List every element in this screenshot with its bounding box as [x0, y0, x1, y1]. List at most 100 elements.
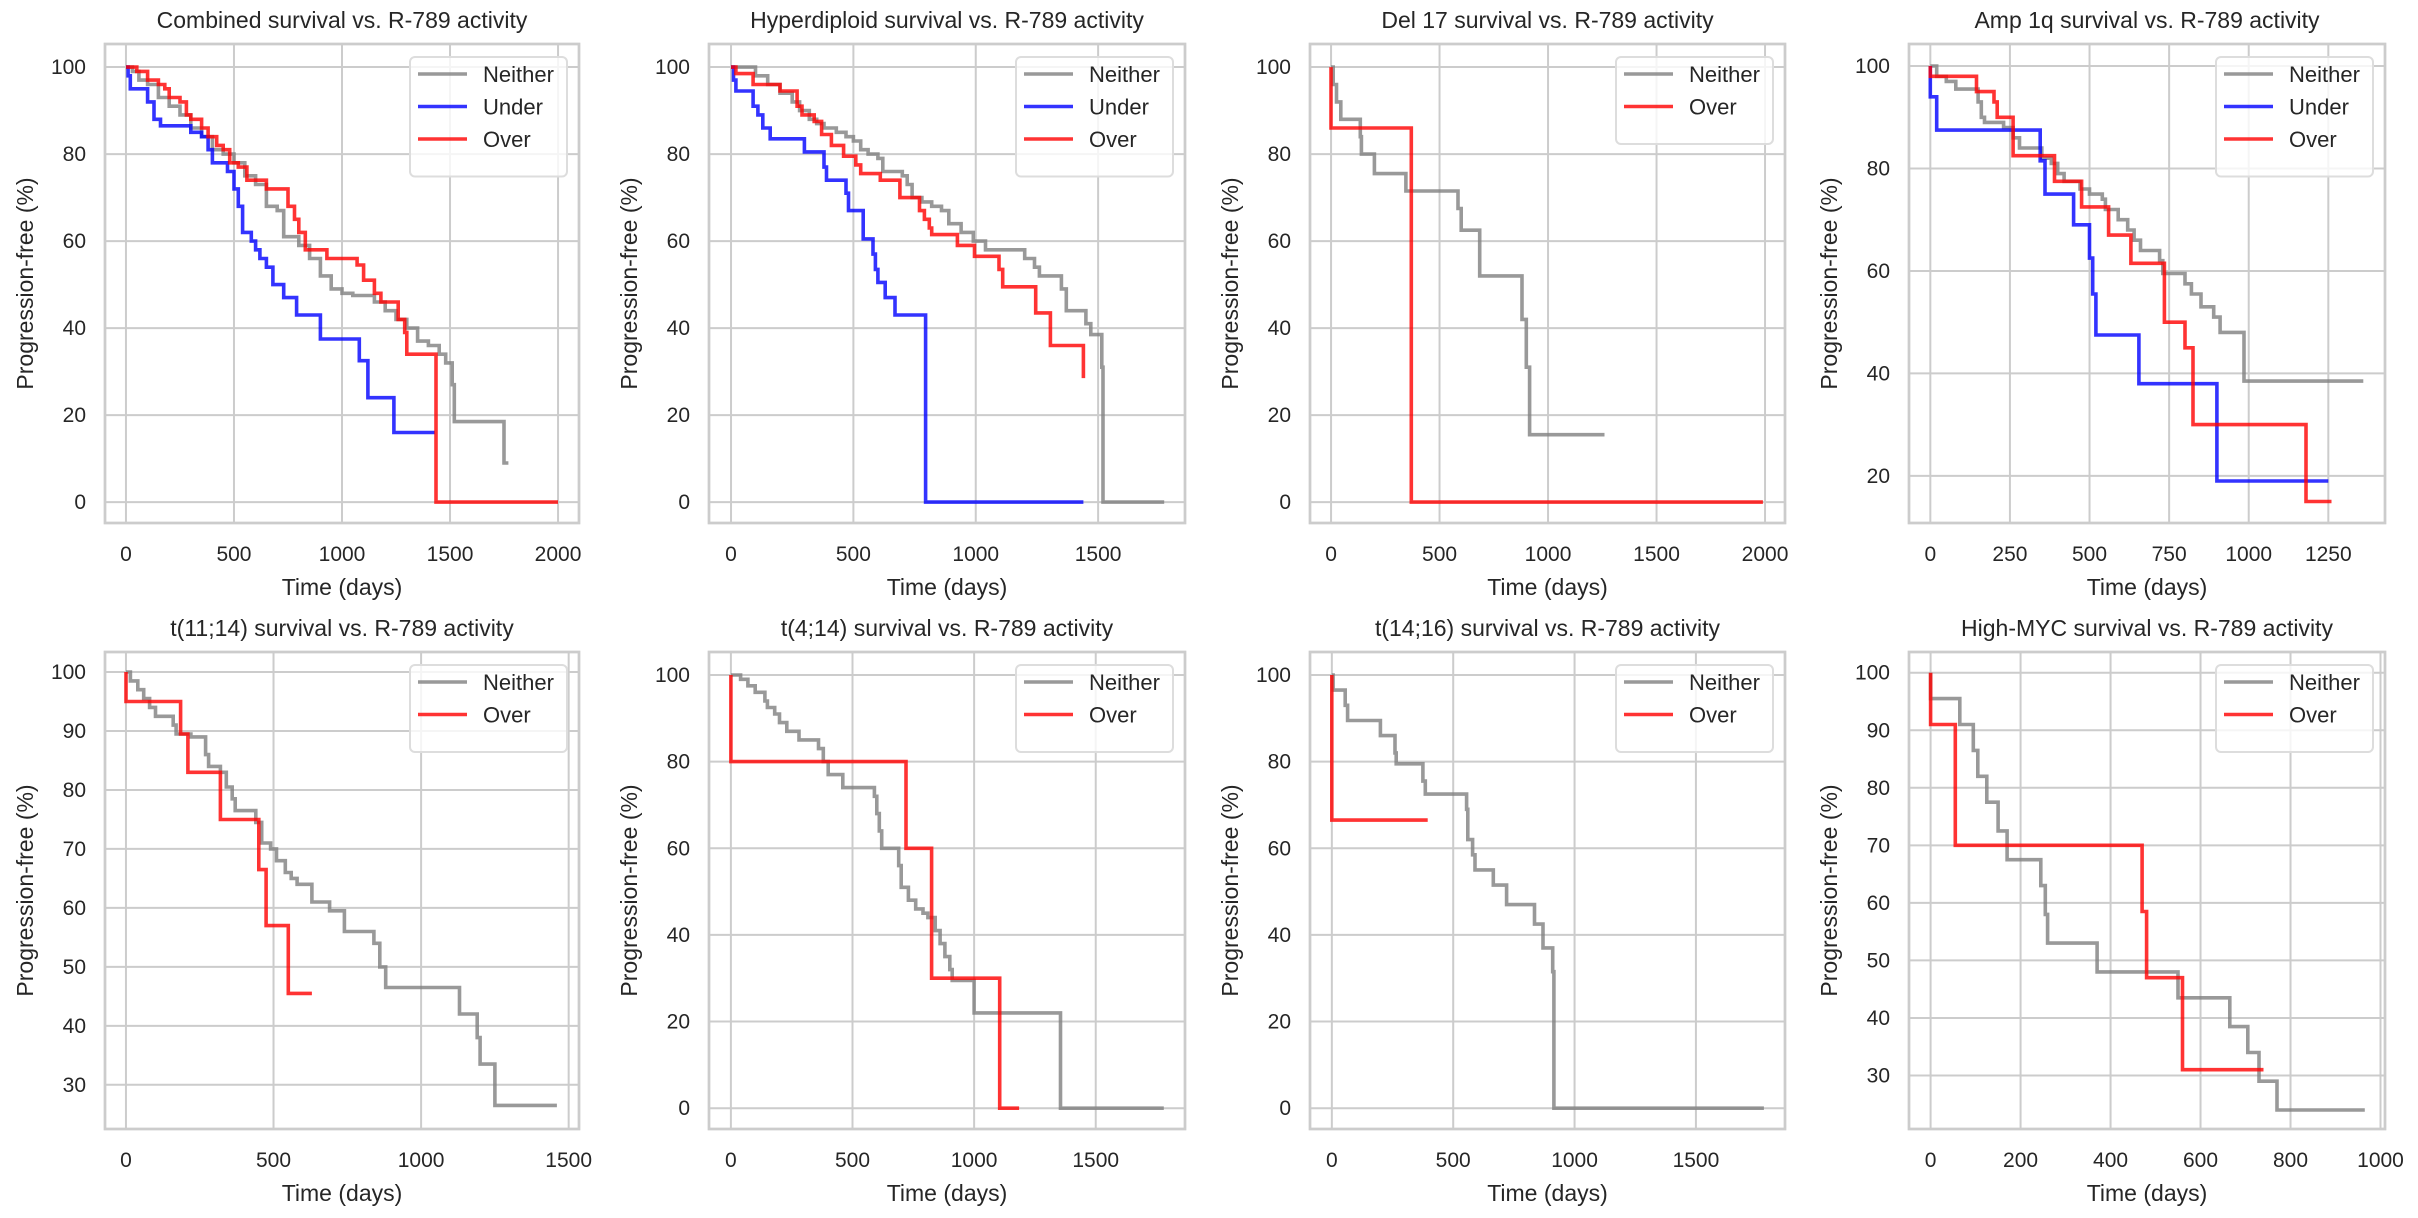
x-tick-label: 0: [1924, 543, 1936, 566]
y-tick-label: 40: [1268, 924, 1291, 947]
legend-label: Neither: [2289, 670, 2360, 695]
legend-box: [1615, 664, 1774, 753]
y-tick-label: 80: [667, 751, 690, 774]
curve-over: [1330, 675, 1428, 822]
curve-neither: [1930, 64, 2364, 383]
x-tick-label: 1500: [1673, 1149, 1720, 1172]
legend-item-over: Over: [418, 127, 531, 152]
legend-label: Neither: [483, 62, 554, 87]
x-tick-label: 0: [120, 1149, 132, 1172]
x-tick-label: 0: [1325, 543, 1337, 566]
x-tick-label: 2000: [535, 543, 582, 566]
x-tick-label: 600: [2183, 1149, 2218, 1172]
legend-label: Under: [483, 95, 543, 120]
legend: Neither Under Over: [1015, 56, 1174, 178]
legend-item-over: Over: [1624, 703, 1737, 728]
panel-combined: 0 500 1000 1500 2000 0 20 40 60 80 100 Combined sur…: [12, 7, 581, 600]
x-tick-label: 1500: [545, 1149, 592, 1172]
y-tick-label: 60: [1268, 837, 1291, 860]
y-tick-label: 60: [1867, 892, 1890, 915]
legend-item-over: Over: [1024, 703, 1137, 728]
panel-t-14-16: 0 500 1000 1500 0 20 40 60 80 100 t(14;16) surviva…: [1217, 615, 1787, 1206]
y-tick-label: 90: [63, 720, 86, 743]
panel-title: Hyperdiploid survival vs. R-789 activity: [750, 7, 1144, 33]
legend-label: Over: [483, 703, 531, 728]
legend-box: [1015, 664, 1174, 753]
x-axis-label: Time (days): [887, 574, 1008, 600]
curve-under: [731, 65, 1084, 504]
x-tick-label: 500: [256, 1149, 291, 1172]
x-tick-label: 2000: [1742, 543, 1789, 566]
plot-border: [103, 42, 581, 525]
y-tick-label: 40: [667, 317, 690, 340]
y-tick-label: 60: [1268, 230, 1291, 253]
x-tick-label: 1000: [319, 543, 366, 566]
x-axis-label: Time (days): [282, 1180, 403, 1206]
y-tick-label: 30: [63, 1074, 86, 1097]
y-tick-label: 60: [63, 897, 86, 920]
legend-label: Over: [2289, 703, 2337, 728]
y-tick-label: 50: [63, 956, 86, 979]
plot-border: [1308, 650, 1787, 1131]
legend-item-neither: Neither: [1024, 670, 1160, 695]
legend-label: Over: [1089, 127, 1137, 152]
legend-box: [1615, 56, 1774, 145]
plot-border: [707, 650, 1187, 1131]
curve-over: [1928, 66, 2332, 504]
legend-box: [1015, 56, 1174, 178]
x-tick-label: 0: [725, 543, 737, 566]
x-tick-label: 1500: [427, 543, 474, 566]
x-tick-label: 1250: [2305, 543, 2352, 566]
y-tick-label: 60: [1867, 260, 1890, 283]
x-tick-label: 750: [2152, 543, 2187, 566]
x-tick-label: 1000: [1525, 543, 1572, 566]
legend-item-over: Over: [2224, 127, 2337, 152]
y-tick-label: 100: [51, 661, 86, 684]
legend-item-neither: Neither: [2224, 62, 2360, 87]
x-tick-label: 1000: [1551, 1149, 1598, 1172]
y-axis-label: Progression-free (%): [616, 784, 642, 996]
y-tick-label: 80: [63, 779, 86, 802]
plot-border: [707, 42, 1187, 525]
x-axis-label: Time (days): [2087, 1180, 2208, 1206]
x-tick-label: 1000: [2225, 543, 2272, 566]
curve-neither: [1928, 672, 2365, 1112]
panel-title: t(14;16) survival vs. R-789 activity: [1375, 615, 1721, 641]
x-tick-label: 0: [725, 1149, 737, 1172]
plot-border: [1907, 42, 2387, 525]
y-tick-label: 70: [1867, 834, 1890, 857]
legend-item-under: Under: [418, 95, 543, 120]
legend-item-neither: Neither: [418, 670, 554, 695]
legend-item-over: Over: [1024, 127, 1137, 152]
x-tick-label: 800: [2273, 1149, 2308, 1172]
curve-over: [729, 675, 1020, 1110]
y-tick-label: 100: [51, 56, 86, 79]
y-tick-label: 0: [678, 1097, 690, 1120]
legend-label: Neither: [483, 670, 554, 695]
y-axis-label: Progression-free (%): [12, 177, 38, 389]
legend-box: [2215, 56, 2374, 178]
y-tick-label: 0: [74, 491, 86, 514]
legend-box: [409, 56, 568, 178]
y-axis-label: Progression-free (%): [1816, 177, 1842, 389]
curve-neither: [126, 65, 509, 465]
legend-item-neither: Neither: [1624, 670, 1760, 695]
legend-item-over: Over: [418, 703, 531, 728]
y-tick-label: 20: [1268, 1011, 1291, 1034]
legend-item-over: Over: [2224, 703, 2337, 728]
x-tick-label: 400: [2093, 1149, 2128, 1172]
x-axis-label: Time (days): [1487, 1180, 1608, 1206]
panel-high-myc: 0 200 400 600 800 1000 30 40 50 60 70 80 90 100 High-M…: [1816, 615, 2404, 1206]
curve-neither: [730, 673, 1164, 1110]
y-tick-label: 40: [1268, 317, 1291, 340]
legend-label: Over: [1689, 95, 1737, 120]
y-tick-label: 100: [1855, 662, 1890, 685]
y-tick-label: 40: [1867, 362, 1890, 385]
x-tick-label: 1500: [1075, 543, 1122, 566]
x-axis-label: Time (days): [282, 574, 403, 600]
legend: Neither Over: [2215, 664, 2374, 753]
curve-under: [126, 65, 435, 435]
x-tick-label: 0: [1326, 1149, 1338, 1172]
x-tick-label: 500: [1436, 1149, 1471, 1172]
legend-item-neither: Neither: [1024, 62, 1160, 87]
